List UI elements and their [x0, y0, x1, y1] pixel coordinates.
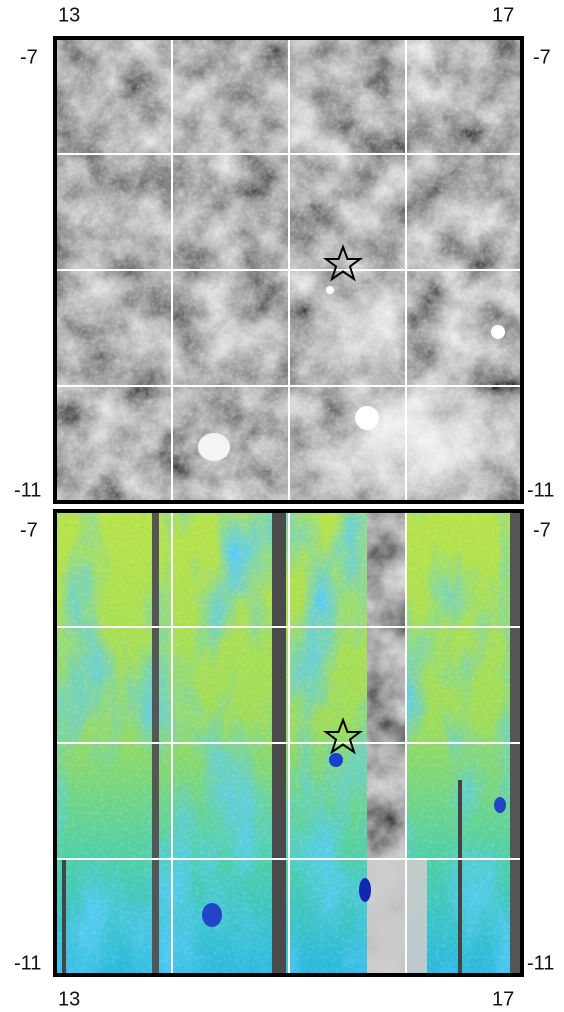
x-label: 13	[58, 4, 80, 26]
bottom-image	[55, 511, 522, 975]
top-frame	[53, 36, 524, 504]
x-label: 17	[492, 4, 514, 26]
y-label: -11	[14, 479, 41, 501]
y-label: -7	[533, 519, 551, 541]
star-marker	[323, 244, 363, 282]
y-label: -7	[20, 519, 38, 541]
x-label: 17	[492, 988, 514, 1010]
y-label: -11	[527, 479, 554, 501]
y-label: -7	[20, 46, 38, 68]
y-label: -11	[14, 952, 41, 974]
y-label: -11	[527, 952, 554, 974]
top-image	[55, 38, 522, 502]
bottom-frame	[53, 509, 524, 977]
y-label: -7	[533, 46, 551, 68]
star-marker	[323, 717, 363, 755]
x-label: 13	[58, 988, 80, 1010]
